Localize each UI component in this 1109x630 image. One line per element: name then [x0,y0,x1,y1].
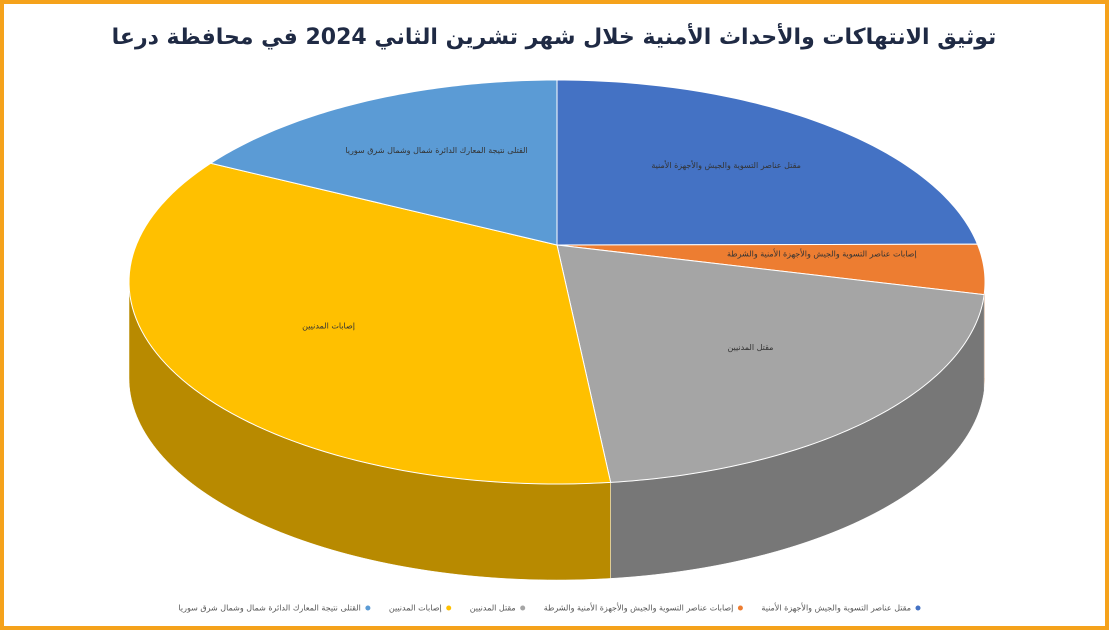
data-label: مقتل عناصر التسوية والجيش والأجهزة الأمن… [651,160,801,170]
legend-label: مقتل المدنيين [470,604,516,613]
slice [556,244,985,483]
data-label: إصابات المدنيين [302,321,355,331]
legend-label: إصابات عناصر التسوية والجيش والأجهزة الأ… [544,603,734,614]
legend-label: القتلى نتيجة المعارك الدائرة شمال وشمال … [178,604,360,613]
chart-title: توثيق الانتهاكات والأحداث الأمنية خلال ش… [112,22,997,50]
data-label: مقتل المدنيين [727,343,773,352]
legend-marker [446,605,452,611]
legend-marker [915,605,921,611]
legend-marker [365,605,371,611]
data-label: القتلى نتيجة المعارك الدائرة شمال وشمال … [345,146,527,155]
legend-marker [737,605,743,611]
legend-label: إصابات المدنيين [389,604,442,614]
legend-label: مقتل عناصر التسوية والجيش والأجهزة الأمن… [761,603,911,613]
slice [209,79,558,246]
slice [556,79,979,246]
slice [128,162,612,485]
data-label: إصابات عناصر التسوية والجيش والأجهزة الأ… [727,249,917,260]
legend-marker [520,605,526,611]
